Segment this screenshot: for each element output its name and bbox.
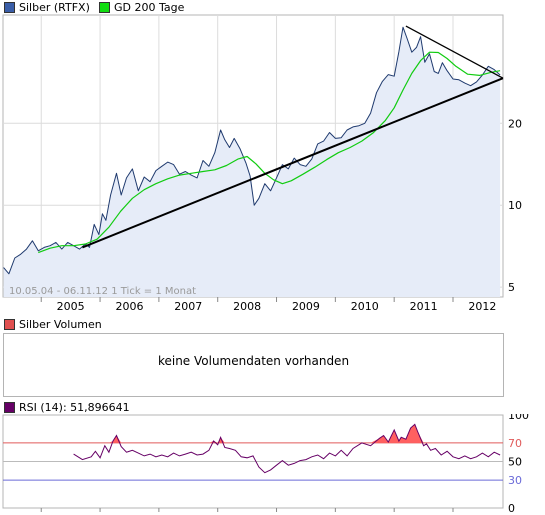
rsi-chart: 0 30 50 70 100 [2, 414, 529, 514]
legend-swatch-volumen [4, 319, 15, 330]
rsi-overbought-fill [73, 424, 501, 443]
legend-swatch-rsi [4, 402, 15, 413]
price-x-tick-label: 2006 [115, 300, 143, 313]
price-y-tick-label: 10 [508, 199, 522, 212]
price-x-tick-label: 2010 [351, 300, 379, 313]
price-y-tick-label: 5 [508, 281, 515, 294]
price-chart: 5 10 20 2005 2006 2007 2008 2009 2010 2011 2012 1… [2, 14, 522, 313]
price-y-tick-label: 20 [508, 117, 522, 130]
resistance-line [405, 25, 504, 79]
legend-label-silber: Silber (RTFX) [19, 1, 90, 14]
rsi-y-tick-label: 30 [508, 474, 522, 487]
volume-empty-message: keine Volumendaten vorhanden [157, 354, 350, 368]
legend-gd200: GD 200 Tage [99, 1, 184, 14]
trend-line [82, 77, 504, 249]
legend-swatch-silber [4, 2, 15, 13]
rsi-y-tick-label: 0 [508, 502, 515, 514]
legend-silber: Silber (RTFX) [4, 1, 90, 14]
price-x-tick-label: 2012 [468, 300, 496, 313]
rsi-y-tick-label: 100 [508, 414, 529, 422]
price-x-tick-label: 2008 [233, 300, 261, 313]
rsi-line [73, 423, 501, 474]
volume-panel: keine Volumendaten vorhanden [3, 333, 504, 397]
price-x-tick-label: 2005 [57, 300, 85, 313]
price-x-tick-label: 2011 [410, 300, 438, 313]
gd200-line [38, 51, 501, 254]
date-range-label: 10.05.04 - 06.11.12 1 Tick = 1 Monat [9, 286, 196, 297]
price-x-tick-label: 2009 [292, 300, 320, 313]
price-x-tick-label: 2007 [174, 300, 202, 313]
legend-volumen: Silber Volumen [4, 318, 102, 331]
rsi-y-tick-label: 50 [508, 456, 522, 469]
rsi-y-tick-label: 70 [508, 437, 522, 450]
legend-label-gd200: GD 200 Tage [114, 1, 185, 14]
legend-label-volumen: Silber Volumen [19, 318, 102, 331]
legend-rsi: RSI (14): 51,896641 [4, 401, 130, 414]
legend-swatch-gd200 [99, 2, 110, 13]
legend-label-rsi: RSI (14): 51,896641 [19, 401, 130, 414]
